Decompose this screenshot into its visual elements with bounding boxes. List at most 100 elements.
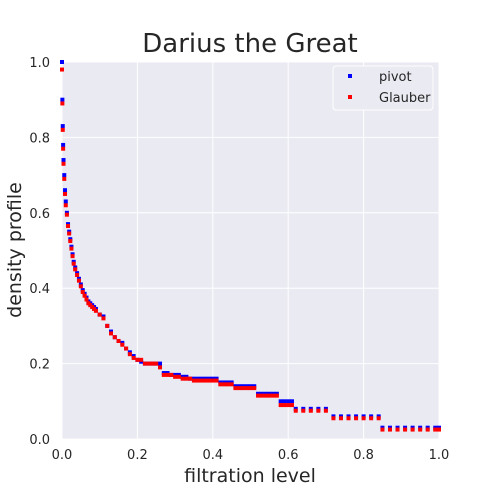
series-glauber (60, 67, 441, 432)
data-point-glauber (62, 176, 67, 181)
data-point-glauber (433, 427, 438, 432)
y-tick-label: 0.4 (29, 282, 50, 297)
data-point-glauber (218, 382, 223, 387)
data-point-glauber (437, 427, 441, 432)
x-tick-label: 0.0 (52, 448, 73, 463)
data-point-glauber (380, 427, 385, 432)
data-point-glauber (316, 408, 321, 413)
data-point-pivot (61, 142, 66, 147)
data-point-glauber (418, 427, 423, 432)
data-point-glauber (207, 378, 212, 383)
data-point-glauber (338, 416, 343, 421)
data-point-glauber (71, 261, 76, 266)
data-point-glauber (105, 323, 110, 328)
legend-label-glauber: Glauber (379, 91, 431, 106)
data-point-glauber (214, 378, 219, 383)
data-point-glauber (101, 316, 106, 321)
x-tick-label: 0.8 (353, 448, 374, 463)
data-point-glauber (354, 416, 359, 421)
data-point-glauber (75, 273, 80, 278)
data-point-glauber (154, 361, 159, 366)
data-point-glauber (199, 378, 204, 383)
data-point-glauber (282, 403, 287, 408)
data-point-glauber (244, 386, 249, 391)
data-point-glauber (64, 212, 69, 217)
data-point-glauber (176, 374, 181, 379)
data-point-glauber (237, 386, 242, 391)
data-point-glauber (240, 386, 245, 391)
data-point-glauber (173, 374, 178, 379)
data-point-glauber (169, 372, 174, 377)
data-point-glauber (97, 312, 102, 317)
data-point-glauber (274, 393, 279, 398)
data-point-glauber (68, 239, 73, 244)
data-point-pivot (61, 158, 66, 163)
data-point-glauber (184, 376, 189, 381)
data-point-glauber (120, 342, 125, 347)
y-tick-label: 0.2 (29, 358, 50, 373)
data-point-pivot (62, 173, 67, 178)
legend-marker-glauber (348, 95, 352, 99)
data-point-glauber (116, 338, 121, 343)
y-tick-label: 0.8 (29, 131, 50, 146)
y-axis-label: density profile (4, 182, 26, 318)
data-point-glauber (78, 284, 83, 289)
data-point-glauber (361, 416, 366, 421)
data-point-pivot (60, 124, 65, 129)
data-point-glauber (271, 393, 276, 398)
data-point-glauber (60, 127, 65, 132)
data-point-glauber (127, 352, 132, 357)
data-point-glauber (293, 408, 298, 413)
x-axis-label: filtration level (184, 465, 316, 487)
data-point-glauber (387, 427, 392, 432)
data-point-glauber (323, 408, 328, 413)
data-point-glauber (252, 386, 257, 391)
data-point-glauber (61, 161, 66, 166)
data-point-glauber (135, 357, 140, 362)
chart-title: Darius the Great (142, 29, 357, 59)
data-point-glauber (403, 427, 408, 432)
data-point-glauber (191, 378, 196, 383)
x-tick-label: 0.6 (278, 448, 299, 463)
data-point-glauber (195, 378, 200, 383)
data-point-glauber (70, 254, 75, 259)
data-point-glauber (63, 203, 68, 208)
data-point-pivot (289, 399, 294, 404)
data-point-glauber (142, 361, 147, 366)
data-point-glauber (301, 408, 306, 413)
data-point-glauber (146, 361, 151, 366)
data-point-glauber (150, 361, 155, 366)
data-points (60, 60, 441, 432)
data-point-pivot (63, 199, 68, 204)
data-point-glauber (112, 335, 117, 340)
plot-area (62, 62, 439, 439)
legend-marker-pivot (348, 74, 352, 78)
data-point-glauber (66, 223, 71, 228)
data-point-glauber (60, 67, 64, 72)
data-point-glauber (210, 378, 215, 383)
data-point-glauber (73, 267, 78, 272)
data-point-pivot (278, 399, 283, 404)
data-point-glauber (82, 293, 87, 298)
legend-label-pivot: pivot (379, 70, 412, 85)
data-point-pivot (63, 188, 68, 193)
data-point-pivot (60, 60, 64, 64)
data-point-glauber (180, 376, 185, 381)
data-point-glauber (331, 416, 336, 421)
y-tick-label: 0.6 (29, 207, 50, 222)
data-point-glauber (308, 408, 313, 413)
data-point-glauber (259, 393, 264, 398)
data-point-glauber (60, 101, 65, 106)
data-point-glauber (286, 403, 291, 408)
data-point-glauber (139, 357, 144, 362)
data-point-pivot (158, 361, 163, 366)
data-point-glauber (376, 416, 381, 421)
data-point-glauber (84, 297, 89, 302)
data-point-glauber (229, 382, 234, 387)
x-tick-label: 0.4 (202, 448, 223, 463)
data-point-glauber (410, 427, 415, 432)
legend: pivot Glauber (332, 65, 434, 111)
data-point-glauber (93, 308, 98, 313)
data-point-pivot (60, 97, 65, 102)
x-tick-label: 0.2 (127, 448, 148, 463)
